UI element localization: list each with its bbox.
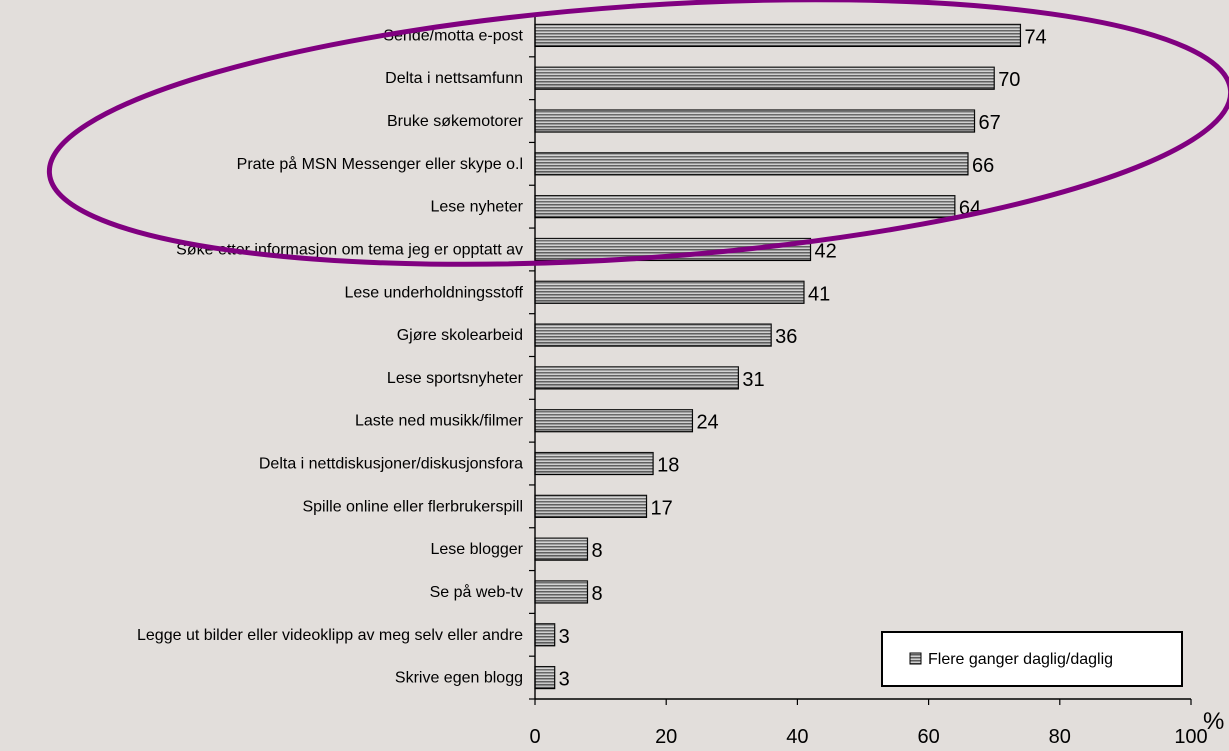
data-label: 17 — [651, 497, 673, 519]
category-label: Prate på MSN Messenger eller skype o.l — [237, 155, 523, 173]
category-label: Lese underholdningsstoff — [344, 284, 523, 301]
bar — [534, 109, 976, 133]
bar — [534, 665, 556, 690]
legend-box — [881, 631, 1183, 687]
bars-layer — [534, 23, 1022, 690]
category-label: Lese blogger — [430, 541, 523, 558]
unit-label: % — [1203, 708, 1224, 735]
bar — [534, 580, 589, 604]
category-label: Delta i nettsamfunn — [385, 70, 523, 87]
data-label: 3 — [559, 669, 570, 691]
bar — [534, 280, 805, 304]
legend-label: Flere ganger daglig/daglig — [928, 651, 1113, 668]
data-label: 42 — [815, 240, 837, 262]
category-label: Lese nyheter — [430, 199, 523, 216]
x-tick-label: 20 — [655, 726, 677, 748]
data-label: 36 — [775, 326, 797, 348]
bar — [534, 152, 969, 176]
data-label: 8 — [591, 540, 602, 562]
category-label: Skrive egen blogg — [395, 670, 523, 687]
category-label: Lese sportsnyheter — [387, 370, 524, 387]
data-label: 24 — [696, 412, 718, 434]
data-label: 31 — [742, 369, 764, 391]
bar — [534, 494, 648, 518]
x-tick-label: 80 — [1049, 726, 1071, 748]
data-label: 70 — [998, 69, 1020, 91]
bar — [534, 66, 995, 90]
category-label: Legge ut bilder eller videoklipp av meg … — [137, 627, 523, 644]
x-tick-label: 40 — [786, 726, 808, 748]
category-label: Delta i nettdiskusjoner/diskusjonsfora — [259, 456, 523, 473]
bar — [534, 623, 556, 647]
axis-layer: 0 20 40 60 80 100% — [529, 13, 1224, 748]
legend: Flere ganger daglig/daglig — [881, 631, 1183, 687]
bar — [534, 323, 772, 347]
data-label: 3 — [559, 626, 570, 648]
x-tick-label: 100 — [1174, 726, 1207, 748]
category-label: Bruke søkemotorer — [387, 113, 524, 130]
legend-swatch — [909, 652, 922, 665]
data-label: 74 — [1024, 26, 1046, 48]
highlight-ellipse — [46, 0, 1229, 267]
bar — [534, 195, 956, 219]
data-label: 41 — [808, 283, 830, 305]
bar — [534, 409, 694, 433]
category-label: Se på web-tv — [430, 583, 523, 601]
bar — [534, 451, 654, 476]
bar — [534, 23, 1022, 48]
bar — [534, 366, 739, 390]
category-label: Gjøre skolearbeid — [397, 327, 523, 344]
data-label: 18 — [657, 455, 679, 477]
highlight-layer — [46, 0, 1229, 267]
category-label: Spille online eller flerbrukerspill — [302, 498, 523, 515]
data-label: 67 — [979, 112, 1001, 134]
data-label: 66 — [972, 155, 994, 177]
bar — [534, 537, 589, 561]
x-tick-label: 0 — [529, 726, 540, 748]
x-tick-label: 60 — [917, 726, 939, 748]
category-label: Laste ned musikk/filmer — [355, 413, 524, 430]
data-label: 8 — [591, 583, 602, 605]
